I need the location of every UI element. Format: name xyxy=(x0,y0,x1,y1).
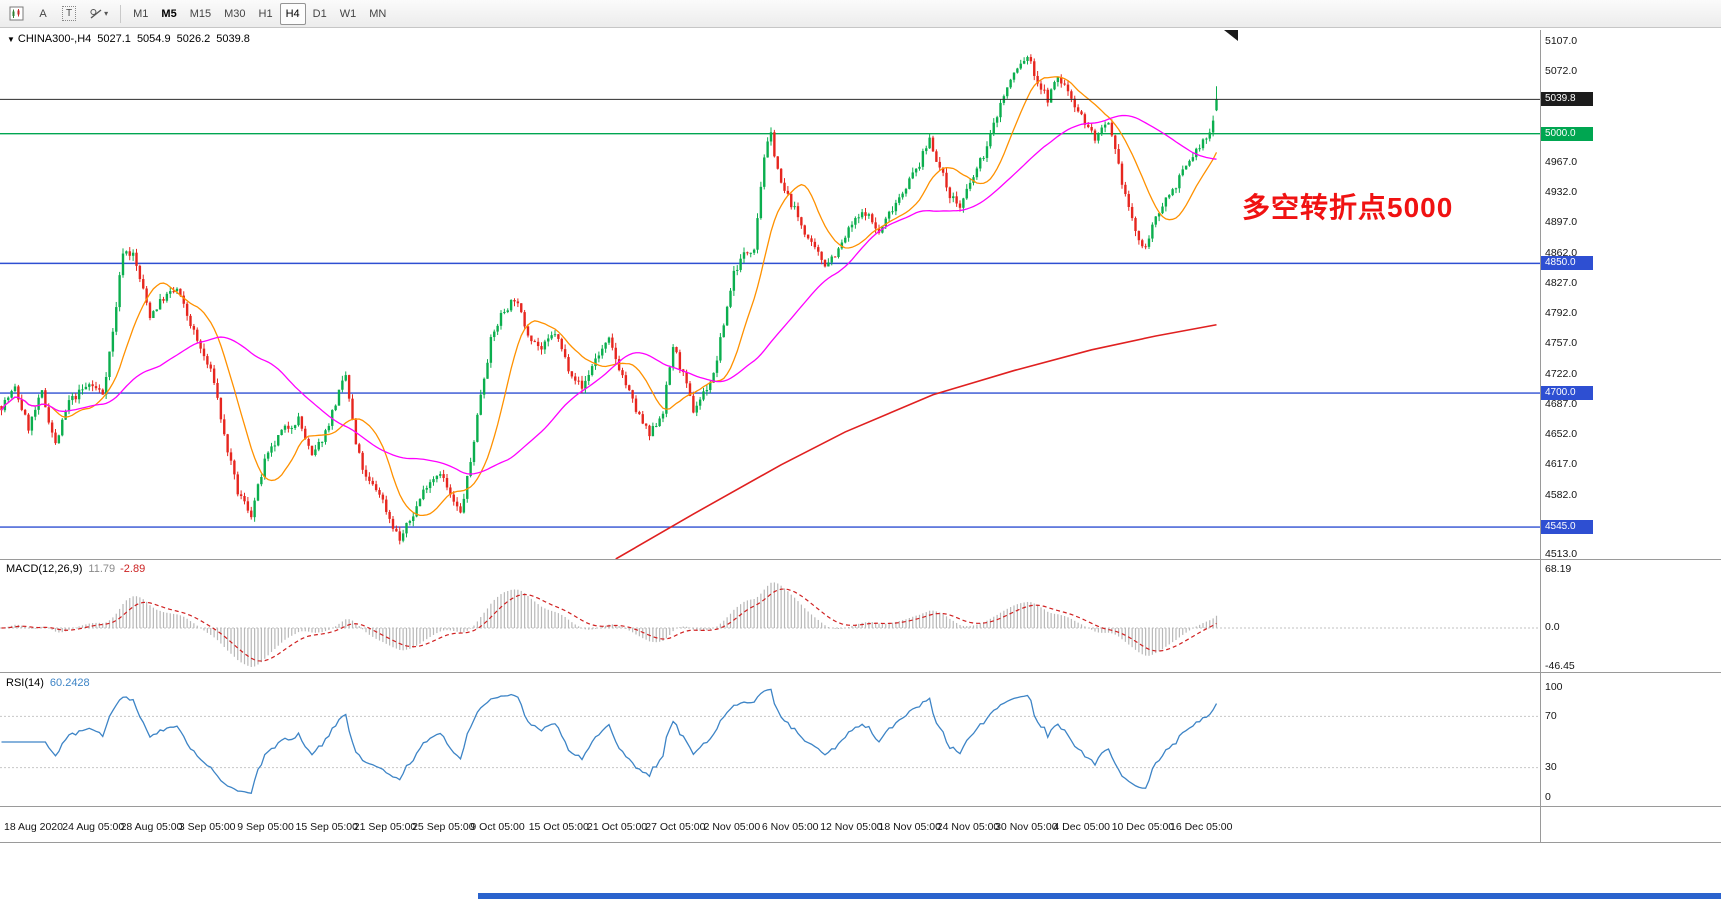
timeframe-m30-button[interactable]: M30 xyxy=(218,3,251,25)
timeframe-d1-button[interactable]: D1 xyxy=(307,3,333,25)
timeframe-h4-button[interactable]: H4 xyxy=(279,2,306,25)
shapes-icon xyxy=(90,8,102,19)
chart-window-button[interactable] xyxy=(3,3,30,25)
timeframe-m15-button[interactable]: M15 xyxy=(184,3,217,25)
quote-low: 5026.2 xyxy=(176,33,211,45)
time-axis[interactable] xyxy=(0,807,1540,843)
toolbar-separator xyxy=(120,4,122,23)
dropdown-arrow-icon: ▾ xyxy=(104,9,109,18)
rsi-value: 60.2428 xyxy=(49,677,90,689)
symbol-arrow-icon: ▼ xyxy=(7,35,15,44)
macd-main-value: 11.79 xyxy=(88,563,116,575)
timeframe-h1-button[interactable]: H1 xyxy=(253,3,279,25)
quote-symbol: CHINA300-,H4 xyxy=(17,33,92,45)
timeframe-m5-button[interactable]: M5 xyxy=(155,3,182,25)
label-tool-button[interactable]: T xyxy=(56,3,82,25)
quote-open: 5027.1 xyxy=(97,33,131,45)
text-tool-label: A xyxy=(39,7,47,20)
quote-line: ▼ CHINA300-,H4 5027.1 5054.9 5026.2 5039.8 xyxy=(7,33,250,45)
timeframe-w1-button[interactable]: W1 xyxy=(334,3,363,25)
text-tool-button[interactable]: A xyxy=(31,3,55,25)
price-axis[interactable] xyxy=(1541,30,1721,807)
rsi-label: RSI(14) 60.2428 xyxy=(6,677,90,689)
macd-signal-value: -2.89 xyxy=(120,563,146,575)
macd-label: MACD(12,26,9) 11.79 -2.89 xyxy=(6,563,145,575)
shapes-tool-button[interactable]: ▾ xyxy=(83,3,114,25)
rsi-name: RSI(14) xyxy=(6,677,44,689)
top-toolbar: A T ▾ M1 M5 M15 M30 H1 H4 D1 W1 MN xyxy=(0,0,1721,28)
chart-area[interactable] xyxy=(0,30,1540,807)
timeframe-mn-button[interactable]: MN xyxy=(363,3,392,25)
timeframe-m1-button[interactable]: M1 xyxy=(127,3,154,25)
quote-high: 5054.9 xyxy=(136,33,171,45)
chart-annotation[interactable]: 多空转折点5000 xyxy=(1242,192,1454,223)
macd-name: MACD(12,26,9) xyxy=(6,563,83,575)
chart-window-icon xyxy=(9,6,24,21)
label-tool-label: T xyxy=(62,6,77,21)
quote-close: 5039.8 xyxy=(216,33,250,45)
bottom-blue-strip xyxy=(478,893,1721,899)
